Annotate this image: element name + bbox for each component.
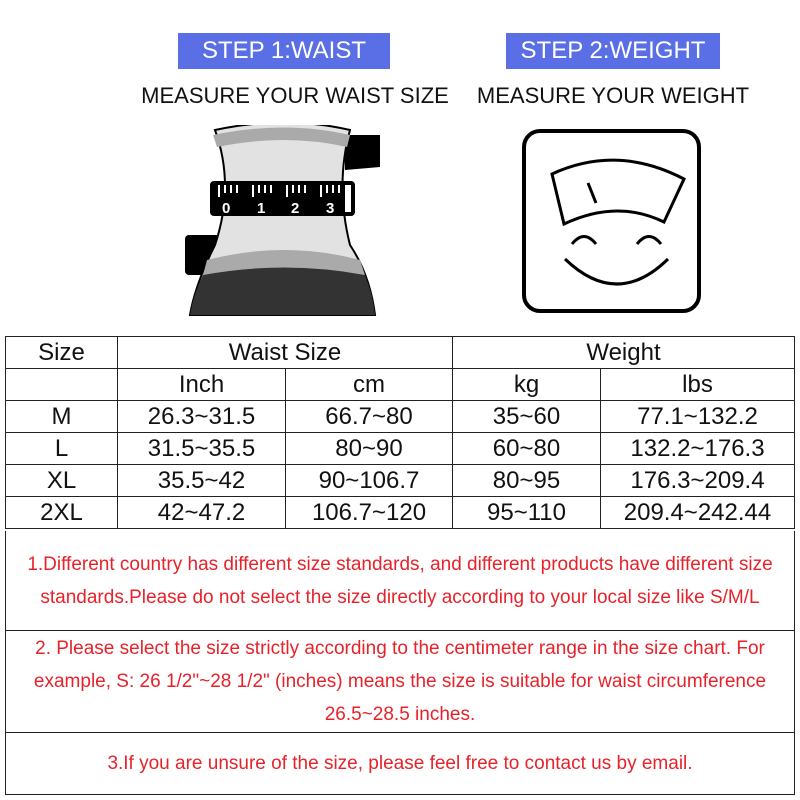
header-size: Size	[5, 336, 118, 369]
note-1-text: 1.Different country has different size s…	[27, 553, 773, 608]
step2-badge: STEP 2:WEIGHT	[506, 33, 720, 69]
ruler-digit: 3	[326, 200, 334, 217]
cell: L	[5, 432, 118, 465]
note-2: 2. Please select the size strictly accor…	[5, 631, 795, 733]
note-1: 1.Different country has different size s…	[5, 531, 795, 631]
cell: 90~106.7	[285, 464, 453, 497]
note-3-text: 3.If you are unsure of the size, please …	[107, 753, 693, 774]
header-waist: Waist Size	[117, 336, 453, 369]
ruler-digit: 0	[222, 200, 230, 217]
note-2-text: 2. Please select the size strictly accor…	[33, 638, 767, 725]
note-3: 3.If you are unsure of the size, please …	[5, 733, 795, 795]
empty-cell	[5, 368, 118, 401]
cell: 209.4~242.44	[600, 496, 795, 529]
cell: 132.2~176.3	[600, 432, 795, 465]
cell: 2XL	[5, 496, 118, 529]
step1-badge: STEP 1:WAIST	[178, 33, 390, 69]
header-weight: Weight	[452, 336, 795, 369]
table-units-row: Inch cm kg lbs	[5, 368, 795, 401]
cell: 95~110	[452, 496, 601, 529]
cell: 60~80	[452, 432, 601, 465]
step2-caption: MEASURE YOUR WEIGHT	[476, 83, 750, 108]
cell: 176.3~209.4	[600, 464, 795, 497]
table-row: 2XL 42~47.2 106.7~120 95~110 209.4~242.44	[5, 496, 795, 529]
cell: 26.3~31.5	[117, 400, 286, 433]
table-row: L 31.5~35.5 80~90 60~80 132.2~176.3	[5, 432, 795, 465]
cell: 80~95	[452, 464, 601, 497]
smiling-scale-icon	[522, 129, 701, 313]
unit-inch: Inch	[117, 368, 286, 401]
table-row: M 26.3~31.5 66.7~80 35~60 77.1~132.2	[5, 400, 795, 433]
cell: 106.7~120	[285, 496, 453, 529]
cell: 35~60	[452, 400, 601, 433]
waist-tape-measure-icon: 0 1 2 3	[185, 125, 380, 316]
cell: 35.5~42	[117, 464, 286, 497]
unit-cm: cm	[285, 368, 453, 401]
step1-caption: MEASURE YOUR WAIST SIZE	[141, 83, 449, 108]
cell: 80~90	[285, 432, 453, 465]
cell: 42~47.2	[117, 496, 286, 529]
ruler-digit: 1	[257, 200, 265, 217]
table-header-row: Size Waist Size Weight	[5, 336, 795, 369]
cell: 77.1~132.2	[600, 400, 795, 433]
cell: M	[5, 400, 118, 433]
cell: 31.5~35.5	[117, 432, 286, 465]
table-row: XL 35.5~42 90~106.7 80~95 176.3~209.4	[5, 464, 795, 497]
cell: 66.7~80	[285, 400, 453, 433]
ruler-digit: 2	[291, 200, 299, 217]
cell: XL	[5, 464, 118, 497]
unit-lbs: lbs	[600, 368, 795, 401]
unit-kg: kg	[452, 368, 601, 401]
